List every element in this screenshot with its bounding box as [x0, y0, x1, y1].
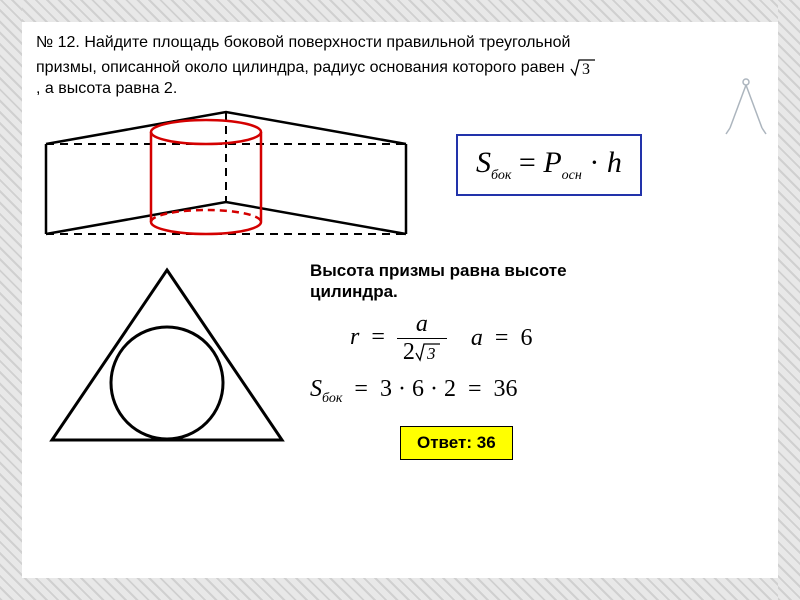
- decorative-border-right: [778, 0, 800, 600]
- problem-text-line2: призмы, описанной около цилиндра, радиус…: [36, 59, 565, 76]
- eq-r-eq: =: [371, 324, 385, 350]
- formula-r2-var: h: [607, 146, 622, 179]
- eq-r-num: a: [397, 311, 447, 338]
- svg-text:3: 3: [582, 61, 590, 78]
- formula-lhs-var: S: [476, 146, 491, 179]
- answer-label: Ответ:: [417, 433, 472, 452]
- problem-statement: № 12. Найдите площадь боковой поверхност…: [22, 22, 778, 104]
- eq-s-eq1: =: [354, 376, 368, 402]
- eq-s-sub: бок: [322, 390, 342, 405]
- eq-a-eq: =: [495, 325, 509, 351]
- solution-column: Высота призмы равна высоте цилиндра. r =…: [310, 260, 567, 460]
- eq-r: r = a 23: [350, 311, 447, 366]
- decorative-border-top: [0, 0, 800, 22]
- formula-r1-sub: осн: [562, 168, 582, 183]
- formula-dot: ·: [589, 146, 599, 179]
- eq-r-den: 23: [397, 338, 447, 366]
- eq-s-expr: 3 · 6 · 2: [380, 376, 456, 402]
- note-line1: Высота призмы равна высоте: [310, 261, 567, 280]
- eq-s-result: 36: [493, 376, 517, 402]
- eq-s-var: S: [310, 376, 322, 402]
- eq-s-eq2: =: [468, 376, 482, 402]
- formula-r1-var: P: [543, 146, 561, 179]
- note-line2: цилиндра.: [310, 282, 398, 301]
- slide-content: № 12. Найдите площадь боковой поверхност…: [22, 22, 778, 578]
- formula-lhs-sub: бок: [491, 168, 511, 183]
- eq-s: Sбок = 3 · 6 · 2 = 36: [310, 376, 567, 407]
- decorative-border-left: [0, 0, 22, 600]
- height-note: Высота призмы равна высоте цилиндра.: [310, 260, 567, 303]
- formula-eq: =: [519, 146, 536, 179]
- compass-decoration-icon: [716, 70, 776, 140]
- problem-text-line3: , а высота равна 2.: [36, 80, 177, 97]
- decorative-border-bottom: [0, 578, 800, 600]
- prism-cylinder-figure: [36, 104, 416, 254]
- eq-a: a = 6: [471, 325, 533, 352]
- eq-a-rhs: 6: [520, 325, 532, 351]
- main-formula-box: Sбок = Pосн · h: [456, 134, 642, 196]
- eq-a-lhs: a: [471, 325, 483, 351]
- answer-value: 36: [477, 433, 496, 452]
- problem-text-line1: Найдите площадь боковой поверхности прав…: [84, 34, 570, 51]
- radius-value: 3: [569, 54, 597, 79]
- eq-r-lhs: r: [350, 324, 359, 350]
- svg-text:3: 3: [426, 344, 436, 362]
- answer-box: Ответ: 36: [400, 426, 513, 460]
- problem-number: № 12.: [36, 34, 80, 51]
- triangle-incircle-figure: [42, 260, 292, 450]
